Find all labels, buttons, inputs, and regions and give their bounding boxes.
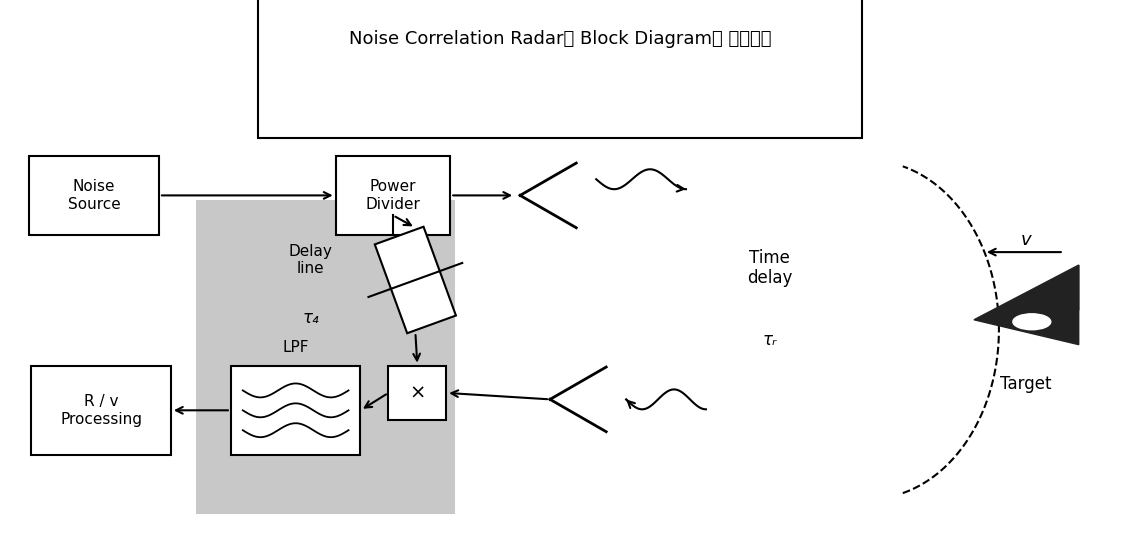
Text: Time
delay: Time delay — [747, 249, 793, 288]
Bar — [335, 155, 451, 235]
Bar — [389, 366, 446, 420]
Text: ×: × — [409, 383, 426, 402]
Text: Delay
line: Delay line — [289, 244, 333, 276]
Bar — [374, 227, 456, 333]
Text: R / v
Processing: R / v Processing — [61, 394, 142, 427]
Text: Noise Correlation Radar의 Block Diagram과 동작원리: Noise Correlation Radar의 Block Diagram과 … — [349, 30, 771, 48]
Text: Target: Target — [1000, 376, 1051, 394]
Bar — [29, 155, 159, 235]
Ellipse shape — [1013, 314, 1050, 330]
Text: LPF: LPF — [282, 340, 309, 355]
Text: v: v — [1020, 231, 1031, 249]
Bar — [231, 366, 361, 455]
Polygon shape — [1023, 295, 1064, 325]
Text: Power
Divider: Power Divider — [365, 179, 420, 211]
Polygon shape — [1064, 265, 1078, 315]
Text: Noise
Source: Noise Source — [67, 179, 121, 211]
Bar — [31, 366, 172, 455]
Bar — [196, 200, 455, 514]
Polygon shape — [974, 265, 1078, 345]
Text: τ₄: τ₄ — [303, 309, 319, 327]
Text: τᵣ: τᵣ — [762, 330, 777, 349]
